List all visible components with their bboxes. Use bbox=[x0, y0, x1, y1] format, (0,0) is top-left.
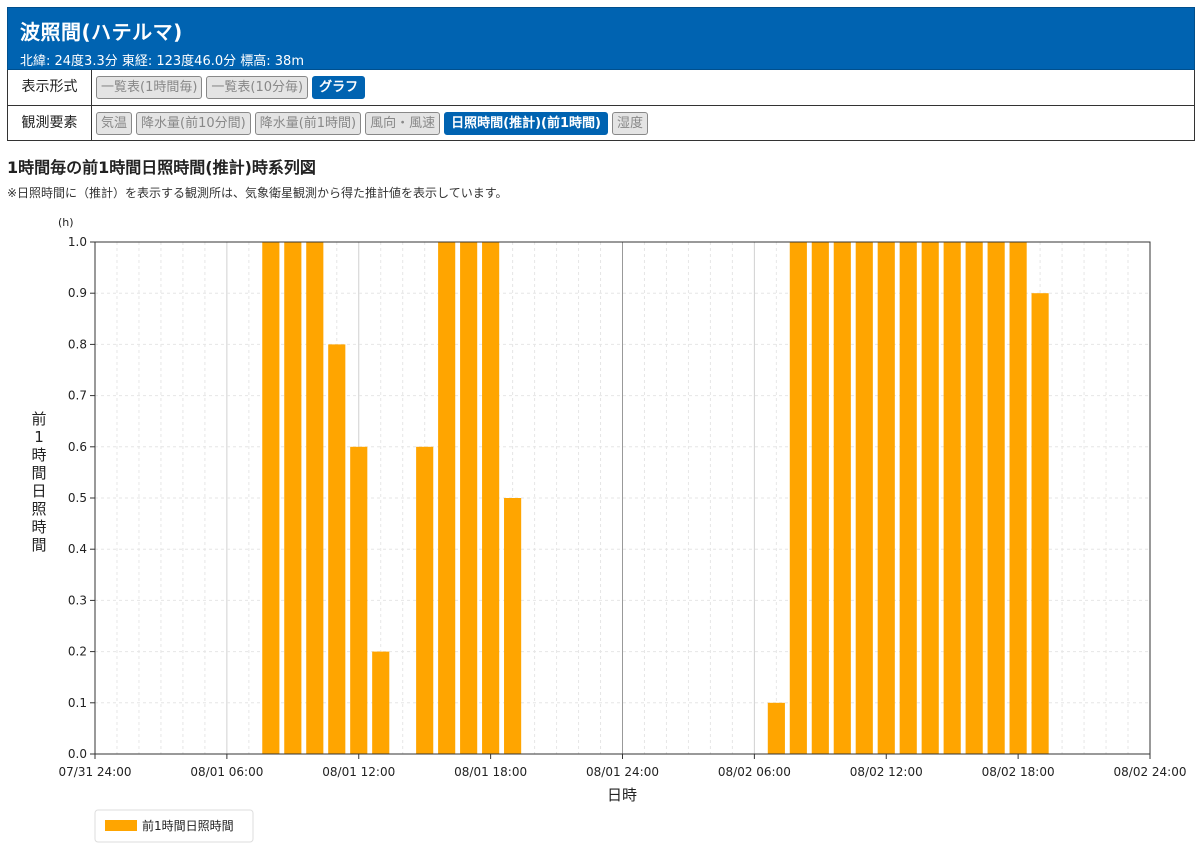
x-tick-label: 08/01 06:00 bbox=[190, 765, 263, 779]
y-tick-label: 0.8 bbox=[68, 337, 87, 351]
y-tick-label: 0.7 bbox=[68, 389, 87, 403]
bar bbox=[350, 446, 368, 754]
temperature-button[interactable]: 気温 bbox=[96, 112, 133, 135]
y-axis-label-char: 間 bbox=[31, 464, 46, 482]
bar bbox=[416, 446, 434, 754]
station-coords: 北緯: 24度3.3分 東経: 123度46.0分 標高: 38m bbox=[20, 54, 304, 69]
bar bbox=[504, 498, 522, 754]
bar bbox=[460, 242, 478, 754]
bar bbox=[811, 242, 829, 754]
y-axis-label-char: 時 bbox=[31, 518, 46, 536]
legend-label: 前1時間日照時間 bbox=[142, 818, 234, 833]
y-axis-label-char: 間 bbox=[31, 536, 46, 554]
chart-legend: 前1時間日照時間 bbox=[94, 809, 254, 843]
x-tick-label: 08/02 24:00 bbox=[1114, 765, 1187, 779]
display-format-label: 表示形式 bbox=[8, 70, 92, 105]
y-tick-label: 0.1 bbox=[68, 696, 87, 710]
precip-1hour-button[interactable]: 降水量(前1時間) bbox=[254, 112, 362, 135]
bar bbox=[328, 344, 346, 754]
list-hourly-button[interactable]: 一覧表(1時間毎) bbox=[96, 76, 203, 99]
x-tick-label: 08/01 12:00 bbox=[322, 765, 395, 779]
bar bbox=[284, 242, 302, 754]
bar bbox=[855, 242, 873, 754]
elements-buttons: 気温 降水量(前10分間) 降水量(前1時間) 風向・風速 日照時間(推計)(前… bbox=[96, 112, 648, 135]
list-10min-button[interactable]: 一覧表(10分毎) bbox=[206, 76, 309, 99]
elements-row: 観測要素 気温 降水量(前10分間) 降水量(前1時間) 風向・風速 日照時間(… bbox=[8, 105, 1194, 140]
bar bbox=[438, 242, 456, 754]
y-tick-label: 0.2 bbox=[68, 645, 87, 659]
bar bbox=[262, 242, 280, 754]
bar bbox=[789, 242, 807, 754]
y-unit-label: (h) bbox=[58, 216, 74, 229]
x-tick-label: 08/01 18:00 bbox=[454, 765, 527, 779]
y-axis-label: 前1時間日照時間 bbox=[31, 410, 46, 554]
station-name: 波照間(ハテルマ) bbox=[20, 20, 183, 44]
display-format-buttons: 一覧表(1時間毎) 一覧表(10分毎) グラフ bbox=[96, 76, 366, 99]
sunshine-button[interactable]: 日照時間(推計)(前1時間) bbox=[444, 112, 608, 135]
bar bbox=[482, 242, 500, 754]
legend-swatch bbox=[105, 820, 137, 831]
x-tick-label: 07/31 24:00 bbox=[59, 765, 132, 779]
x-tick-label: 08/02 18:00 bbox=[982, 765, 1055, 779]
y-tick-label: 0.4 bbox=[68, 542, 87, 556]
humidity-button[interactable]: 湿度 bbox=[611, 112, 648, 135]
bar bbox=[372, 651, 390, 754]
bar bbox=[899, 242, 917, 754]
y-tick-label: 0.9 bbox=[68, 286, 87, 300]
bar bbox=[987, 242, 1005, 754]
bar bbox=[1031, 293, 1049, 754]
y-axis-label-char: 日 bbox=[31, 482, 46, 500]
x-tick-label: 08/01 24:00 bbox=[586, 765, 659, 779]
y-tick-label: 0.0 bbox=[68, 747, 87, 761]
y-tick-label: 0.5 bbox=[68, 491, 87, 505]
display-format-row: 表示形式 一覧表(1時間毎) 一覧表(10分毎) グラフ bbox=[8, 70, 1194, 105]
y-axis-label-char: 1 bbox=[34, 428, 44, 446]
bar bbox=[921, 242, 939, 754]
bar bbox=[1009, 242, 1027, 754]
y-axis-label-char: 照 bbox=[31, 500, 46, 518]
bar bbox=[833, 242, 851, 754]
x-axis-label: 日時 bbox=[607, 786, 637, 804]
bar bbox=[306, 242, 324, 754]
graph-note: ※日照時間に（推計）を表示する観測所は、気象衛星観測から得た推計値を表示していま… bbox=[7, 186, 508, 200]
x-tick-label: 08/02 06:00 bbox=[718, 765, 791, 779]
bar bbox=[877, 242, 895, 754]
x-tick-label: 08/02 12:00 bbox=[850, 765, 923, 779]
selector-table: 表示形式 一覧表(1時間毎) 一覧表(10分毎) グラフ 観測要素 気温 降水量… bbox=[7, 70, 1195, 141]
bar bbox=[767, 702, 785, 754]
y-tick-label: 1.0 bbox=[68, 235, 87, 249]
chart-bars bbox=[262, 242, 1049, 754]
wind-button[interactable]: 風向・風速 bbox=[365, 112, 441, 135]
station-header: 波照間(ハテルマ) 北緯: 24度3.3分 東経: 123度46.0分 標高: … bbox=[7, 7, 1195, 70]
bar bbox=[943, 242, 961, 754]
chart-axes: 0.0 0.1 0.2 0.3 0.4 0.5 0.6 0.7 0.8 0.9 1.0 07/31 2… bbox=[59, 235, 1187, 779]
graph-button[interactable]: グラフ bbox=[312, 76, 366, 99]
y-tick-label: 0.6 bbox=[68, 440, 87, 454]
graph-title: 1時間毎の前1時間日照時間(推計)時系列図 bbox=[7, 158, 316, 177]
y-tick-label: 0.3 bbox=[68, 593, 87, 607]
elements-label: 観測要素 bbox=[8, 106, 92, 140]
legend-box bbox=[94, 809, 254, 843]
y-axis-label-char: 前 bbox=[31, 410, 46, 428]
sunshine-chart: 0.0 0.1 0.2 0.3 0.4 0.5 0.6 0.7 0.8 0.9 1.0 07/31 2… bbox=[31, 216, 1187, 843]
bar bbox=[965, 242, 983, 754]
y-axis-label-char: 時 bbox=[31, 446, 46, 464]
precip-10min-button[interactable]: 降水量(前10分間) bbox=[136, 112, 251, 135]
